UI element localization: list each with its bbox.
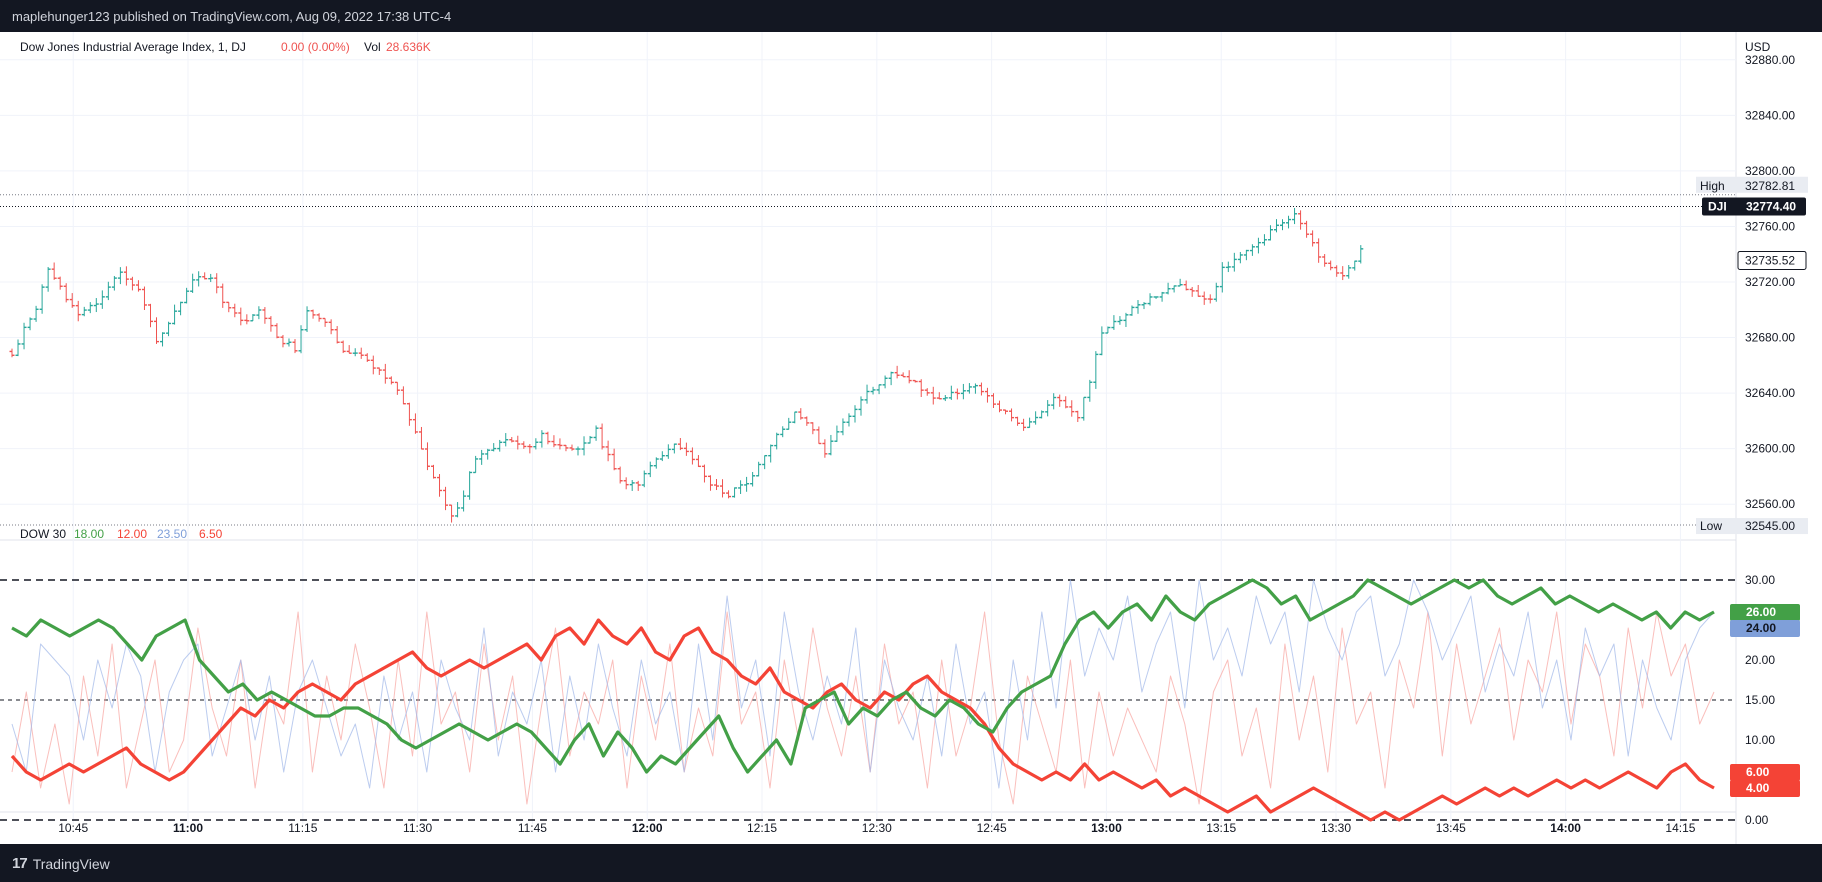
time-tick-label: 11:30 [403, 821, 432, 835]
green-value: 26.00 [1746, 605, 1776, 619]
indicator-tick-label: 15.00 [1745, 693, 1775, 707]
low-label: Low [1700, 519, 1722, 533]
volume-value: 28.636K [386, 40, 431, 54]
currency-label: USD [1745, 40, 1771, 54]
price-tick-label: 32600.00 [1745, 442, 1795, 456]
time-tick-label: 13:00 [1091, 821, 1122, 835]
time-tick-label: 13:30 [1321, 821, 1351, 835]
time-tick-label: 11:45 [518, 821, 547, 835]
green-value-tag [1730, 604, 1800, 621]
crosshair-price-value: 32735.52 [1745, 253, 1795, 267]
symbol-title: Dow Jones Industrial Average Index, 1, D… [20, 40, 246, 54]
red-value-tag [1730, 764, 1800, 781]
red-value-tag-2 [1730, 780, 1800, 797]
price-tick-label: 32840.00 [1745, 108, 1795, 122]
symbol-tag: DJI [1708, 199, 1727, 213]
tradingview-logo-icon: 17 [12, 855, 28, 872]
candlestick-series [9, 207, 1364, 523]
indicator-series [10, 578, 1715, 822]
time-tick-label: 11:00 [173, 821, 203, 835]
time-tick-label: 13:45 [1436, 821, 1466, 835]
publish-info: maplehunger123 published on TradingView.… [12, 9, 452, 24]
blue-value: 24.00 [1746, 621, 1776, 635]
high-label: High [1700, 179, 1725, 193]
time-tick-label: 14:15 [1665, 821, 1695, 835]
brand-name: TradingView [32, 855, 110, 872]
price-tick-label: 32640.00 [1745, 386, 1795, 400]
price-axis-ticks: 32880.00 32840.00 32800.00 32760.00 32720.00… [1745, 53, 1795, 511]
time-tick-label: 11:15 [288, 821, 317, 835]
footer-bar: 17 TradingView [0, 844, 1822, 882]
indicator-value-green: 18.00 [74, 527, 104, 541]
price-tick-label: 32680.00 [1745, 331, 1795, 345]
indicator-value-net: 6.50 [199, 527, 223, 541]
high-value: 32782.81 [1745, 179, 1795, 193]
time-axis-ticks: 10:45 11:00 11:15 11:30 11:45 12:00 12:15 12:30… [58, 821, 1696, 835]
indicator-axis-ticks: 30.00 20.00 15.00 10.00 0.00 [1745, 573, 1775, 827]
indicator-line-decliners [10, 618, 1715, 822]
indicator-line-advancers [11, 578, 1715, 774]
price-tick-label: 32560.00 [1745, 497, 1795, 511]
price-pane-bg[interactable] [0, 32, 1736, 540]
publish-bar: maplehunger123 published on TradingView.… [0, 0, 1822, 32]
price-tick-label: 32800.00 [1745, 164, 1795, 178]
indicator-tick-label: 0.00 [1745, 813, 1769, 827]
time-tick-label: 12:15 [747, 821, 777, 835]
chart-svg[interactable]: 32880.00 32840.00 32800.00 32760.00 32720.00… [0, 32, 1822, 850]
time-tick-label: 12:45 [977, 821, 1007, 835]
vertical-grid [72, 32, 1681, 824]
tradingview-brand[interactable]: 17 TradingView [12, 855, 110, 872]
red-value: 6.00 [1746, 765, 1770, 779]
indicator-value-blue: 23.50 [157, 527, 187, 541]
indicator-value-red: 12.00 [117, 527, 147, 541]
time-tick-label: 12:30 [862, 821, 892, 835]
indicator-tick-label: 20.00 [1745, 653, 1775, 667]
time-tick-label: 12:00 [632, 821, 663, 835]
indicator-tick-label: 10.00 [1745, 733, 1775, 747]
volume-label: Vol [364, 40, 381, 54]
price-tick-label: 32720.00 [1745, 275, 1795, 289]
blue-value-tag [1730, 620, 1800, 637]
price-change: 0.00 (0.00%) [281, 40, 350, 54]
time-tick-label: 13:15 [1206, 821, 1236, 835]
last-price-value: 32774.40 [1746, 199, 1796, 213]
crosshair-price-tag [1737, 250, 1807, 270]
chart-frame[interactable]: 32880.00 32840.00 32800.00 32760.00 32720.00… [0, 32, 1822, 850]
time-tick-label: 14:00 [1550, 821, 1581, 835]
price-tick-label: 32760.00 [1745, 219, 1795, 233]
indicator-name: DOW 30 [20, 527, 66, 541]
low-tag [1696, 518, 1808, 535]
last-price-tag [1702, 197, 1806, 216]
horizontal-grid [0, 59, 1736, 505]
red-value-2: 4.00 [1746, 781, 1770, 795]
indicator-tick-label: 30.00 [1745, 573, 1775, 587]
price-tick-label: 32880.00 [1745, 53, 1795, 67]
low-value: 32545.00 [1745, 519, 1795, 533]
high-tag [1696, 176, 1808, 193]
time-tick-label: 10:45 [58, 821, 88, 835]
indicator-line-net [11, 611, 1715, 805]
